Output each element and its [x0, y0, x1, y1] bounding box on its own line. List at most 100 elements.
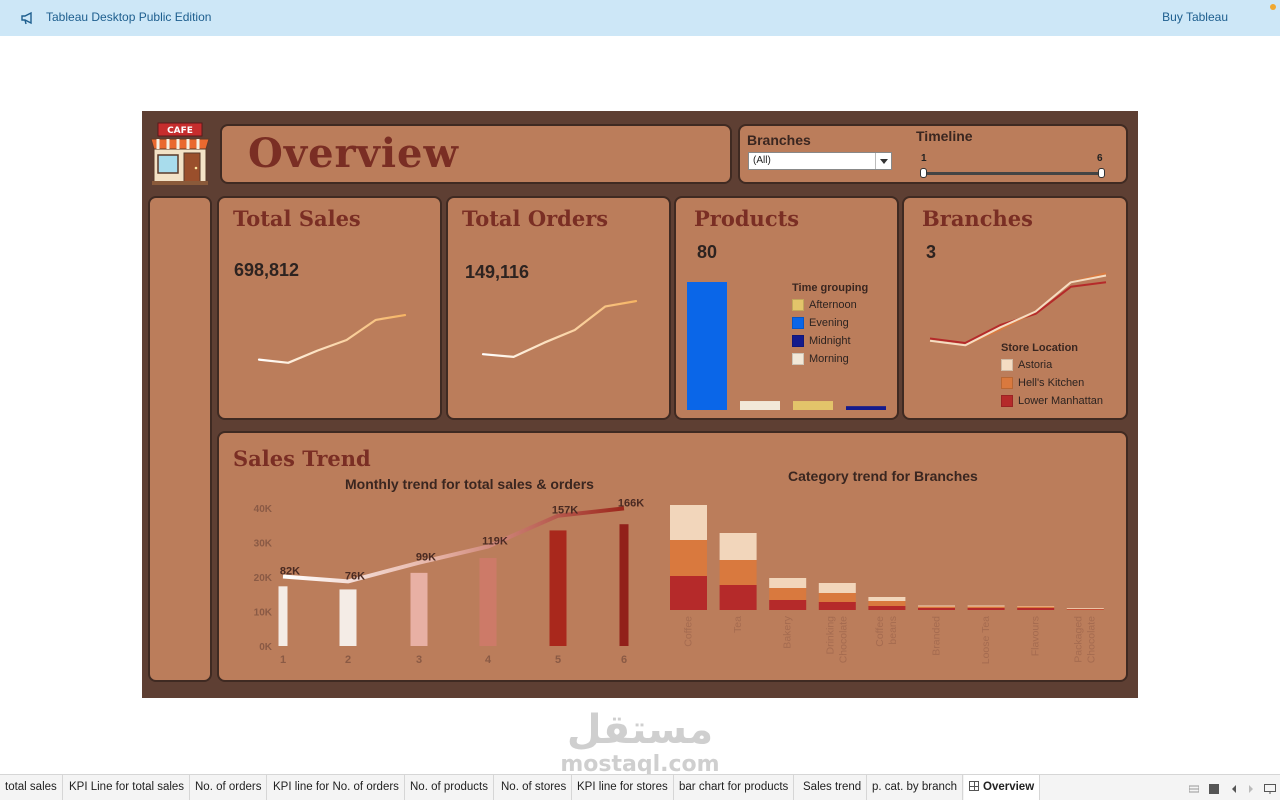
- legend-label: Astoria: [1018, 359, 1053, 371]
- monthly-bar-1[interactable]: [278, 586, 288, 646]
- monthly-sales-line[interactable]: [282, 506, 625, 584]
- category-bar-segment[interactable]: [967, 608, 1005, 610]
- branch-line-lower-manhattan[interactable]: [929, 281, 1107, 344]
- tab-kpi-line-stores[interactable]: KPI line for stores: [572, 775, 674, 800]
- tab-label: No. of orders: [195, 781, 262, 793]
- category-bar-segment[interactable]: [1017, 606, 1055, 607]
- legend-label: Hell's Kitchen: [1018, 377, 1085, 389]
- category-bar-segment[interactable]: [769, 588, 807, 600]
- chevron-down-icon[interactable]: [875, 153, 891, 169]
- tab-label: Sales trend: [803, 781, 862, 793]
- branches-filter-label: Branches: [747, 132, 811, 148]
- category-bar-segment[interactable]: [670, 576, 707, 610]
- tab-kpi-line-total-sales[interactable]: KPI Line for total sales: [64, 775, 191, 800]
- timeline-slider-track[interactable]: [923, 172, 1101, 175]
- tab-overview[interactable]: Overview: [964, 775, 1041, 800]
- tab-total-sales[interactable]: total sales: [0, 775, 63, 800]
- monthly-ytick: 10K: [254, 608, 273, 619]
- category-bar-segment[interactable]: [1017, 606, 1055, 609]
- legend-swatch: [1001, 377, 1013, 389]
- total-sales-title: Total Sales: [233, 206, 361, 231]
- monthly-bar-5[interactable]: [549, 530, 567, 646]
- monthly-bar-3[interactable]: [410, 572, 428, 646]
- legend-item-evening[interactable]: Evening: [792, 314, 868, 332]
- monthly-bar-2[interactable]: [339, 589, 357, 646]
- legend-item-lower-manhattan[interactable]: Lower Manhattan: [1001, 392, 1103, 410]
- category-bar-segment[interactable]: [818, 593, 856, 602]
- buy-tableau-link[interactable]: Buy Tableau: [1162, 10, 1228, 24]
- branch-line-astoria[interactable]: [929, 274, 1107, 347]
- timeline-slider-max-handle[interactable]: [1098, 168, 1105, 178]
- category-bar-segment[interactable]: [818, 602, 856, 610]
- time-grouping-legend: Time grouping Afternoon Evening Midnight…: [792, 282, 868, 368]
- category-xtick: Branded: [931, 616, 943, 656]
- total-orders-sparkline-line: [481, 299, 638, 358]
- tab-label: No. of products: [410, 781, 488, 793]
- legend-swatch: [1001, 395, 1013, 407]
- products-bar-afternoon[interactable]: [793, 401, 833, 410]
- tab-sales-trend[interactable]: Sales trend: [798, 775, 868, 800]
- category-bar-segment[interactable]: [719, 533, 757, 560]
- total-orders-card: Total Orders 149,116: [446, 196, 671, 420]
- branch-line-hell-s-kitchen[interactable]: [929, 272, 1107, 347]
- next-sheet-icon[interactable]: [1246, 784, 1256, 794]
- watermark: مستقل mostaql.com: [560, 706, 720, 776]
- category-bar-segment[interactable]: [868, 601, 906, 606]
- category-bar-segment[interactable]: [1066, 608, 1104, 610]
- legend-swatch: [1001, 359, 1013, 371]
- filmstrip-view-icon[interactable]: [1189, 784, 1199, 794]
- products-bar-midnight[interactable]: [846, 406, 886, 410]
- products-bar-morning[interactable]: [740, 401, 780, 410]
- tab-no-of-orders[interactable]: No. of orders: [190, 775, 268, 800]
- cafe-logo-icon: CAFE: [150, 122, 210, 185]
- legend-item-midnight[interactable]: Midnight: [792, 332, 868, 350]
- legend-item-astoria[interactable]: Astoria: [1001, 356, 1103, 374]
- tab-kpi-line-orders[interactable]: KPI line for No. of orders: [268, 775, 405, 800]
- tab-no-of-products[interactable]: No. of products: [405, 775, 494, 800]
- legend-item-hells-kitchen[interactable]: Hell's Kitchen: [1001, 374, 1103, 392]
- present-mode-icon[interactable]: [1264, 784, 1276, 794]
- tab-label: Overview: [983, 781, 1035, 793]
- category-xtick: Tea: [732, 616, 744, 633]
- tab-bar-chart-products[interactable]: bar chart for products: [674, 775, 795, 800]
- category-bar-segment[interactable]: [868, 597, 906, 601]
- legend-label: Evening: [809, 317, 849, 329]
- products-title: Products: [694, 206, 800, 231]
- legend-item-afternoon[interactable]: Afternoon: [792, 296, 868, 314]
- category-bar-segment[interactable]: [670, 505, 707, 540]
- category-bar-segment[interactable]: [769, 578, 807, 588]
- category-bar-segment[interactable]: [967, 605, 1005, 607]
- category-bar-segment[interactable]: [719, 585, 757, 610]
- category-xtick: Bakery: [782, 615, 794, 648]
- monthly-data-label: 157K: [552, 505, 578, 517]
- category-bar-segment[interactable]: [1066, 609, 1104, 610]
- monthly-ytick: 30K: [254, 539, 273, 550]
- tab-no-of-stores[interactable]: No. of stores: [496, 775, 573, 800]
- total-orders-sparkline: [481, 299, 638, 358]
- monthly-bar-6[interactable]: [619, 524, 629, 646]
- branches-dropdown-value: (All): [753, 155, 771, 166]
- category-bar-segment[interactable]: [719, 560, 757, 585]
- tab-view-icon[interactable]: [1209, 784, 1219, 794]
- branches-dropdown[interactable]: (All): [748, 152, 892, 170]
- tab-p-cat-by-branch[interactable]: p. cat. by branch: [867, 775, 964, 800]
- category-bar-segment[interactable]: [818, 583, 856, 593]
- category-xtick-line: Drinking: [824, 616, 836, 655]
- category-xtick: Coffeebeans: [874, 616, 899, 647]
- monthly-bar-4[interactable]: [479, 558, 497, 646]
- category-bar-segment[interactable]: [868, 606, 906, 610]
- legend-label: Afternoon: [809, 299, 857, 311]
- timeline-slider-min-handle[interactable]: [920, 168, 927, 178]
- category-bar-segment[interactable]: [918, 605, 955, 607]
- category-bar-segment[interactable]: [918, 608, 955, 610]
- category-bar-segment[interactable]: [967, 606, 1005, 609]
- category-bar-segment[interactable]: [918, 606, 955, 609]
- products-bar-evening[interactable]: [687, 282, 727, 410]
- legend-item-morning[interactable]: Morning: [792, 350, 868, 368]
- category-bar-segment[interactable]: [670, 540, 707, 576]
- category-bar-segment[interactable]: [1017, 608, 1055, 610]
- monthly-xtick: 3: [416, 654, 422, 666]
- previous-sheet-icon[interactable]: [1229, 784, 1239, 794]
- category-bar-segment[interactable]: [1066, 608, 1104, 609]
- category-bar-segment[interactable]: [769, 600, 807, 610]
